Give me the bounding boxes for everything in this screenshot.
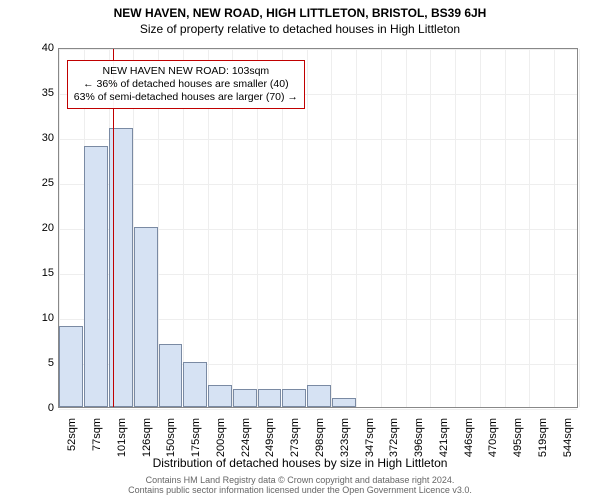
x-tick-label: 396sqm (413, 418, 425, 478)
histogram-bar (159, 344, 183, 407)
footer-attribution: Contains HM Land Registry data © Crown c… (0, 476, 600, 496)
histogram-bar (332, 398, 356, 407)
y-tick-label: 25 (24, 177, 54, 189)
y-tick-label: 35 (24, 87, 54, 99)
x-tick-label: 126sqm (141, 418, 153, 478)
grid-vertical (307, 49, 308, 407)
x-tick-label: 519sqm (537, 418, 549, 478)
grid-vertical (430, 49, 431, 407)
x-tick-label: 298sqm (314, 418, 326, 478)
grid-vertical (455, 49, 456, 407)
x-tick-label: 273sqm (289, 418, 301, 478)
grid-vertical (356, 49, 357, 407)
x-tick-label: 200sqm (215, 418, 227, 478)
grid-horizontal (59, 139, 577, 140)
histogram-bar (134, 227, 158, 407)
x-tick-label: 77sqm (91, 418, 103, 478)
grid-vertical (505, 49, 506, 407)
grid-horizontal (59, 409, 577, 410)
x-tick-label: 470sqm (487, 418, 499, 478)
grid-vertical (331, 49, 332, 407)
grid-horizontal (59, 184, 577, 185)
grid-vertical (381, 49, 382, 407)
y-tick-label: 15 (24, 267, 54, 279)
y-tick-label: 5 (24, 357, 54, 369)
chart-title: NEW HAVEN, NEW ROAD, HIGH LITTLETON, BRI… (0, 6, 600, 20)
annotation-line: 63% of semi-detached houses are larger (… (74, 91, 298, 104)
grid-vertical (529, 49, 530, 407)
histogram-bar (59, 326, 83, 407)
histogram-bar (307, 385, 331, 408)
x-tick-label: 150sqm (165, 418, 177, 478)
x-tick-label: 52sqm (66, 418, 78, 478)
x-tick-label: 224sqm (240, 418, 252, 478)
annotation-callout: NEW HAVEN NEW ROAD: 103sqm← 36% of detac… (67, 60, 305, 109)
plot-area: NEW HAVEN NEW ROAD: 103sqm← 36% of detac… (58, 48, 578, 408)
histogram-bar (282, 389, 306, 407)
x-tick-label: 446sqm (463, 418, 475, 478)
y-tick-label: 20 (24, 222, 54, 234)
grid-vertical (579, 49, 580, 407)
annotation-line: NEW HAVEN NEW ROAD: 103sqm (74, 65, 298, 78)
x-tick-label: 372sqm (388, 418, 400, 478)
x-tick-label: 323sqm (339, 418, 351, 478)
x-tick-label: 544sqm (562, 418, 574, 478)
annotation-line: ← 36% of detached houses are smaller (40… (74, 78, 298, 91)
chart-subtitle: Size of property relative to detached ho… (0, 22, 600, 36)
x-tick-label: 495sqm (512, 418, 524, 478)
x-tick-label: 421sqm (438, 418, 450, 478)
x-tick-label: 101sqm (116, 418, 128, 478)
y-tick-label: 10 (24, 312, 54, 324)
y-tick-label: 0 (24, 402, 54, 414)
x-tick-label: 347sqm (364, 418, 376, 478)
histogram-bar (233, 389, 257, 407)
histogram-bar (183, 362, 207, 407)
footer-line-2: Contains public sector information licen… (0, 486, 600, 496)
histogram-bar (84, 146, 108, 407)
grid-vertical (406, 49, 407, 407)
grid-horizontal (59, 49, 577, 50)
histogram-bar (208, 385, 232, 408)
grid-vertical (554, 49, 555, 407)
histogram-bar (258, 389, 282, 407)
y-tick-label: 30 (24, 132, 54, 144)
x-tick-label: 175sqm (190, 418, 202, 478)
x-tick-label: 249sqm (264, 418, 276, 478)
grid-vertical (480, 49, 481, 407)
y-tick-label: 40 (24, 42, 54, 54)
